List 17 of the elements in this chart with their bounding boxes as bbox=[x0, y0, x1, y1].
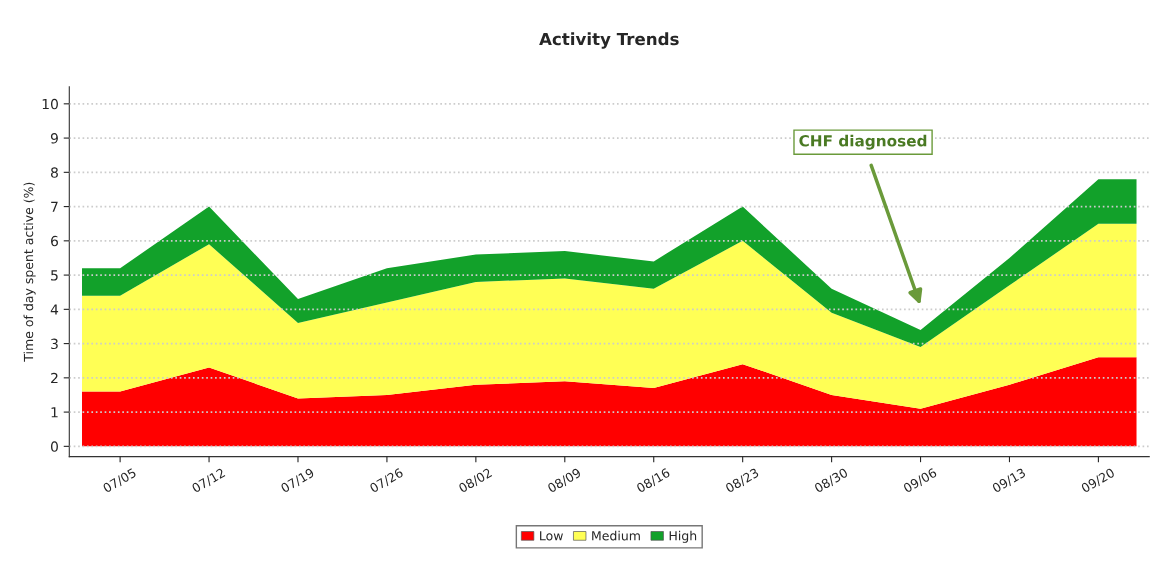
y-tick-label: 7 bbox=[51, 201, 58, 212]
y-tick-label: 6 bbox=[51, 235, 59, 247]
y-axis-title: Time of day spent active (%) bbox=[23, 182, 36, 362]
y-tick-label: 8 bbox=[50, 167, 58, 178]
annotation: CHF diagnosed bbox=[799, 134, 927, 150]
y-tick-label: 2 bbox=[51, 372, 58, 384]
legend-label: Medium bbox=[592, 530, 640, 541]
y-tick-label: 1 bbox=[51, 407, 58, 418]
y-tick-label: 3 bbox=[51, 338, 58, 350]
y-tick-label: 0 bbox=[50, 441, 58, 452]
y-tick-label: 9 bbox=[50, 133, 58, 144]
legend-label: Low bbox=[540, 531, 563, 541]
legend-label: High bbox=[669, 530, 697, 543]
chart-title: Activity Trends bbox=[539, 32, 679, 49]
y-tick-label: 5 bbox=[51, 270, 58, 281]
y-tick-label: 10 bbox=[42, 98, 58, 110]
y-tick-label: 4 bbox=[50, 304, 59, 315]
